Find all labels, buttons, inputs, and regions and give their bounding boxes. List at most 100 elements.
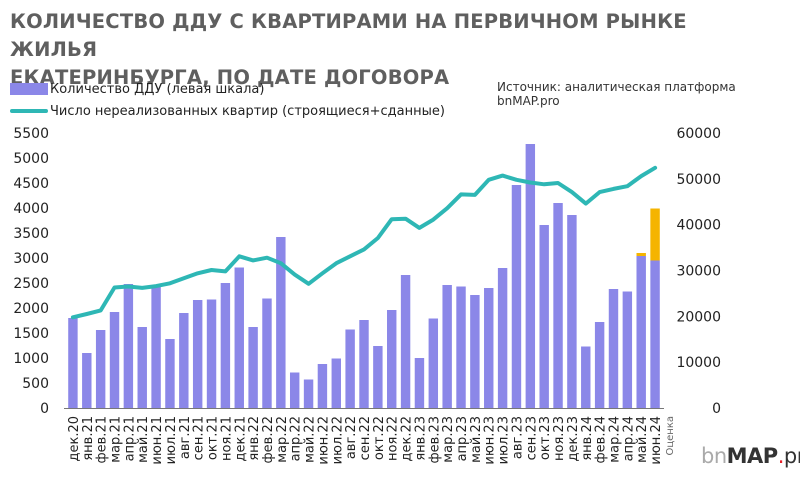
bar	[622, 291, 633, 408]
left-axis-tick: 4000	[13, 201, 49, 217]
bar	[470, 295, 480, 408]
source-note: Источник: аналитическая платформа bnMAP.…	[497, 80, 736, 108]
x-axis-tick: июл.23	[497, 416, 512, 464]
bar	[636, 256, 646, 408]
x-axis-tick: мар.21	[109, 416, 124, 463]
bar	[484, 288, 494, 408]
left-axis-tick: 3000	[13, 251, 49, 267]
x-axis-tick: авг.23	[510, 416, 525, 459]
chart-title-line2: ЕКАТЕРИНБУРГА, ПО ДАТЕ ДОГОВОРА	[10, 66, 450, 89]
right-axis-tick: 60000	[676, 126, 721, 142]
x-axis-tick: фев.21	[95, 416, 110, 463]
bar	[220, 283, 231, 408]
estimate-note: Оценка	[665, 416, 676, 456]
x-axis-tick: май.22	[303, 416, 318, 463]
logo-part-map: MAP	[726, 444, 779, 468]
bar	[581, 346, 591, 408]
bar	[400, 275, 411, 408]
bar	[525, 144, 536, 408]
bar	[109, 312, 120, 408]
left-axis-tick: 3500	[13, 226, 49, 242]
x-axis-tick: май.21	[136, 416, 151, 463]
brand-logo: bnMAP.pro	[701, 444, 800, 468]
x-axis-tick: сен.21	[192, 416, 207, 460]
x-axis-tick: янв.21	[81, 416, 96, 461]
x-axis-tick: мар.24	[607, 416, 622, 463]
bar	[511, 185, 522, 408]
left-axis-tick: 2500	[13, 276, 49, 292]
x-axis-tick: окт.23	[538, 416, 553, 460]
right-axis-tick: 20000	[676, 309, 721, 325]
x-axis-tick: фев.22	[261, 416, 276, 463]
x-axis-tick: дек.23	[566, 416, 581, 462]
left-axis-tick: 0	[40, 401, 49, 417]
chart-title-line1: КОЛИЧЕСТВО ДДУ С КВАРТИРАМИ НА ПЕРВИЧНОМ…	[10, 10, 687, 61]
right-axis-tick: 30000	[676, 264, 721, 280]
x-axis-tick: янв.23	[413, 416, 428, 461]
x-axis-tick: дек.22	[400, 416, 415, 462]
right-axis-tick: 50000	[676, 172, 721, 188]
bar	[95, 330, 106, 408]
bar	[206, 299, 217, 408]
bar	[442, 285, 452, 408]
x-axis-tick: янв.22	[247, 416, 262, 461]
bar	[151, 285, 161, 408]
legend-bar-swatch	[10, 83, 48, 95]
x-axis-tick: ноя.21	[219, 416, 234, 461]
logo-part-pro: pro	[783, 444, 800, 468]
bar	[497, 268, 508, 408]
legend-item-line: Число нереализованных квартир (строящиес…	[10, 100, 445, 122]
bar	[594, 322, 605, 408]
bar	[82, 353, 92, 408]
left-axis-tick: 2000	[13, 301, 49, 317]
logo-part-dot: .	[777, 444, 785, 468]
x-axis-tick: фев.23	[427, 416, 442, 463]
x-axis-tick: авг.22	[344, 416, 359, 459]
left-axis-tick: 500	[22, 376, 49, 392]
bar	[262, 298, 272, 408]
right-axis-tick: 40000	[676, 218, 721, 234]
bar	[123, 284, 134, 408]
left-axis-tick: 1500	[13, 326, 49, 342]
x-axis-tick: сен.22	[358, 416, 373, 460]
chart-title: КОЛИЧЕСТВО ДДУ С КВАРТИРАМИ НА ПЕРВИЧНОМ…	[10, 8, 710, 92]
legend-line-swatch	[10, 109, 48, 113]
bar	[179, 313, 189, 408]
bar	[608, 289, 619, 408]
x-axis-tick: июн.23	[483, 416, 498, 465]
bar	[303, 379, 314, 408]
left-axis-tick: 4500	[13, 176, 49, 192]
x-axis-tick: ноя.23	[552, 416, 567, 461]
bar	[373, 346, 383, 408]
legend-bar-label: Количество ДДУ (левая шкала)	[50, 81, 265, 97]
x-axis-tick: июн.21	[150, 416, 165, 465]
bar	[276, 237, 286, 408]
bar	[456, 286, 466, 408]
bar	[345, 329, 355, 408]
bar	[234, 267, 244, 408]
bar-estimate	[636, 253, 646, 256]
legend-line-label: Число нереализованных квартир (строящиес…	[50, 103, 445, 119]
x-axis-tick: июл.21	[164, 416, 179, 464]
x-axis-tick: окт.22	[372, 416, 387, 460]
bar	[539, 225, 549, 408]
bar	[165, 339, 175, 408]
x-axis-tick: авг.21	[178, 416, 193, 459]
x-axis-tick: фев.24	[594, 416, 609, 463]
x-axis-tick: май.23	[469, 416, 484, 463]
bar-estimate	[650, 208, 660, 261]
bar	[428, 318, 439, 408]
x-axis-tick: мар.22	[275, 416, 290, 463]
x-axis-tick: янв.24	[580, 416, 595, 461]
right-axis-tick: 0	[712, 401, 721, 417]
x-axis-tick: апр.23	[455, 416, 470, 461]
bar	[387, 310, 397, 408]
x-axis-tick: апр.21	[122, 416, 137, 461]
bar	[137, 327, 147, 408]
x-axis-tick: июн.22	[316, 416, 331, 465]
logo-part-bn: bn	[701, 444, 727, 468]
x-axis-tick: окт.21	[206, 416, 221, 460]
legend: Количество ДДУ (левая шкала) Число нереа…	[10, 78, 445, 122]
x-axis-tick: дек.21	[233, 416, 248, 462]
x-axis-tick: дек.20	[67, 416, 82, 462]
